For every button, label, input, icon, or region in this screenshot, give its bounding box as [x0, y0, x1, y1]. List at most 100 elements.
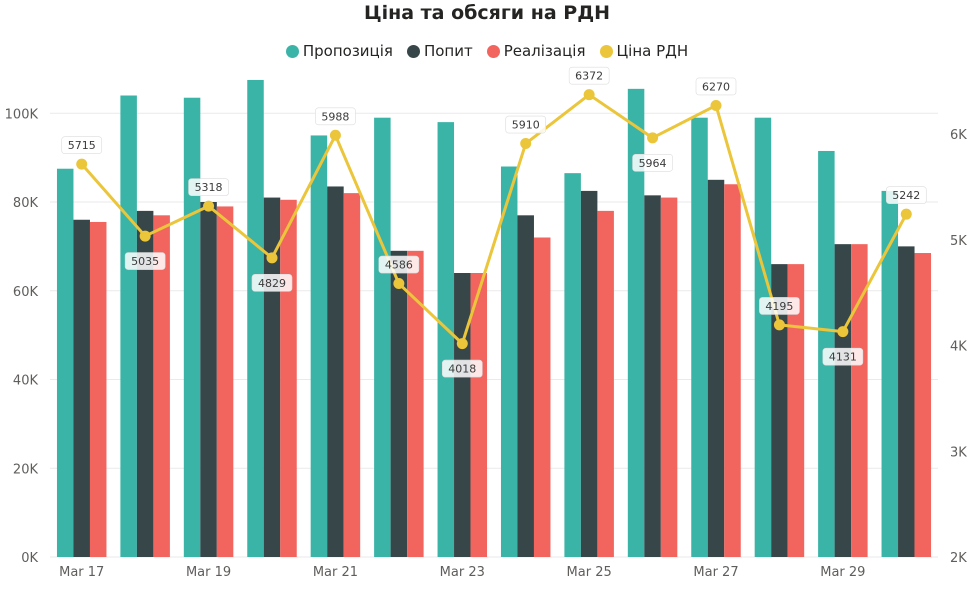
legend-marker-supply [285, 44, 299, 58]
price-data-label: 6372 [575, 70, 603, 83]
price-data-label-box [315, 107, 356, 126]
bar [216, 206, 234, 557]
price-data-label: 5715 [68, 139, 96, 152]
price-data-label-box [885, 186, 927, 204]
bar [374, 117, 391, 557]
price-point [393, 278, 405, 290]
price-data-label-box [505, 115, 547, 134]
bar [724, 184, 741, 557]
bar [707, 179, 725, 557]
y-right-tick-label: 6K [950, 128, 967, 143]
bar [136, 210, 154, 557]
bar [200, 202, 217, 557]
price-data-label-box [441, 359, 483, 378]
y-right-tick-label: 4K [950, 340, 967, 355]
bar [390, 250, 408, 557]
legend-marker-demand [406, 44, 420, 58]
price-data-label-box [632, 154, 673, 172]
x-tick-label: Mar 21 [313, 565, 358, 580]
price-point [583, 89, 595, 101]
y-right-tick-label: 5K [950, 234, 967, 249]
price-data-label-box [378, 255, 420, 274]
bar [851, 244, 868, 557]
price-data-label: 6270 [702, 80, 730, 93]
price-data-label-box [759, 297, 800, 315]
price-point [266, 252, 278, 264]
price-data-label: 5988 [321, 110, 349, 123]
chart-title: Ціна та обсяги на РДН [363, 2, 611, 24]
price-point [203, 200, 215, 212]
y-left-tick-label: 60K [13, 285, 39, 300]
bar [564, 173, 581, 557]
bar [247, 79, 264, 557]
y-right-tick-label: 3K [950, 445, 967, 460]
bar [771, 264, 788, 557]
y-left-tick-label: 40K [13, 374, 39, 389]
price-data-label-box [61, 136, 103, 154]
bar [437, 122, 455, 557]
bar [754, 117, 772, 557]
price-data-label-box [188, 178, 229, 196]
bar [310, 135, 328, 557]
bar [470, 273, 488, 557]
bar [280, 199, 297, 557]
bar [517, 215, 534, 557]
bar [454, 273, 471, 557]
bar [73, 219, 90, 557]
bar [898, 246, 915, 557]
price-point [710, 99, 722, 111]
price-point [647, 132, 659, 144]
bar [644, 195, 661, 557]
price-point [76, 158, 88, 170]
bar [183, 97, 201, 557]
legend-marker-price [599, 44, 613, 58]
price-data-label: 5910 [512, 119, 540, 132]
bar [500, 166, 518, 557]
bar [834, 244, 852, 557]
legend-item-supply[interactable]: Пропозиція [285, 42, 393, 60]
x-tick-label: Mar 25 [567, 565, 612, 580]
y-left-tick-label: 100K [5, 107, 39, 122]
price-point [900, 208, 912, 220]
legend: Пропозиція Попит Реалізація Ціна РДН [0, 42, 974, 60]
legend-label-realization: Реалізація [503, 42, 586, 60]
bar [120, 95, 137, 557]
price-data-label: 4195 [765, 300, 793, 313]
x-tick-label: Mar 23 [440, 565, 485, 580]
price-data-label: 4131 [829, 351, 857, 364]
x-tick-label: Mar 29 [820, 565, 865, 580]
y-right-tick-label: 2K [950, 551, 967, 566]
price-data-label: 5964 [639, 157, 667, 170]
price-point [456, 338, 468, 350]
bar [627, 88, 645, 557]
bar [691, 117, 708, 557]
y-left-tick-label: 0K [21, 551, 38, 566]
legend-item-price[interactable]: Ціна РДН [599, 42, 689, 60]
price-data-label: 4018 [448, 363, 476, 376]
x-tick-label: Mar 17 [59, 565, 104, 580]
bar [660, 197, 678, 557]
price-data-label-box [124, 252, 166, 270]
legend-item-realization[interactable]: Реалізація [486, 42, 586, 60]
bar [56, 168, 74, 557]
price-point [837, 326, 849, 338]
x-tick-label: Mar 19 [186, 565, 231, 580]
bar [89, 221, 107, 557]
bar [327, 186, 344, 557]
legend-item-demand[interactable]: Попит [406, 42, 473, 60]
legend-label-price: Ціна РДН [616, 42, 689, 60]
price-data-label: 4829 [258, 277, 286, 290]
legend-label-demand: Попит [423, 42, 473, 60]
price-line [80, 93, 908, 346]
price-point [329, 129, 341, 141]
bar [787, 264, 805, 557]
bar [580, 190, 598, 557]
bar [407, 250, 424, 557]
price-data-label-box [251, 274, 293, 292]
bar [153, 215, 170, 557]
bar [343, 193, 361, 557]
price-data-label: 5242 [892, 189, 920, 202]
bar [597, 210, 614, 557]
bar [914, 253, 932, 557]
